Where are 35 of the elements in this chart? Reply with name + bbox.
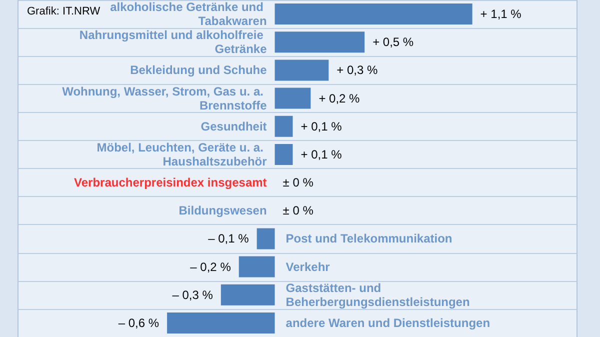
bar [220, 284, 275, 306]
bar [274, 88, 311, 109]
data-label: + 1,1 % [480, 7, 522, 22]
data-label: – 0,2 % [190, 260, 232, 274]
y-tick-label: alkoholische Getränke und Tabakwaren [110, 0, 267, 28]
y-tick-label: Verbraucherpreisindex insgesamt [74, 176, 267, 190]
data-label: – 0,1 % [208, 232, 250, 246]
bar [238, 256, 275, 278]
text: Grafik: IT.NRW [27, 6, 101, 18]
data-label: + 0,5 % [372, 35, 414, 50]
bar [256, 228, 275, 250]
data-label: + 0,2 % [318, 91, 360, 106]
data-label: + 0,3 % [336, 63, 378, 78]
y-tick-label: Bekleidung und Schuhe [130, 63, 268, 78]
y-tick-label: Post und Telekommunikation [286, 232, 452, 246]
bar [274, 4, 472, 25]
y-tick-label: Nahrungsmittel und alkoholfreie Getränke [79, 28, 268, 56]
bar [274, 144, 293, 165]
bar [274, 116, 293, 137]
data-label: ± 0 % [282, 204, 314, 218]
y-tick-label: Möbel, Leuchten, Geräte u. a. Haushaltszubehör [96, 140, 268, 168]
y-tick-label: Verkehr [286, 260, 330, 274]
y-tick-label: Gesundheit [200, 119, 267, 134]
y-tick-label: Wohnung, Wasser, Strom, Gas u. a. Brennstoffe [62, 84, 268, 112]
data-label: ± 0 % [282, 176, 314, 190]
y-tick-label: Gaststätten- und Beherbergungsdienstleistungen [286, 280, 470, 309]
data-label: + 0,1 % [300, 119, 342, 134]
data-label: + 0,1 % [300, 147, 342, 162]
bar [167, 312, 275, 334]
data-label: – 0,6 % [118, 316, 160, 330]
bar [274, 60, 329, 81]
data-label: – 0,3 % [172, 288, 214, 302]
bar [274, 32, 365, 53]
y-tick-label: Bildungswesen [178, 204, 267, 218]
y-tick-label: andere Waren und Dienstleistungen [286, 316, 490, 330]
